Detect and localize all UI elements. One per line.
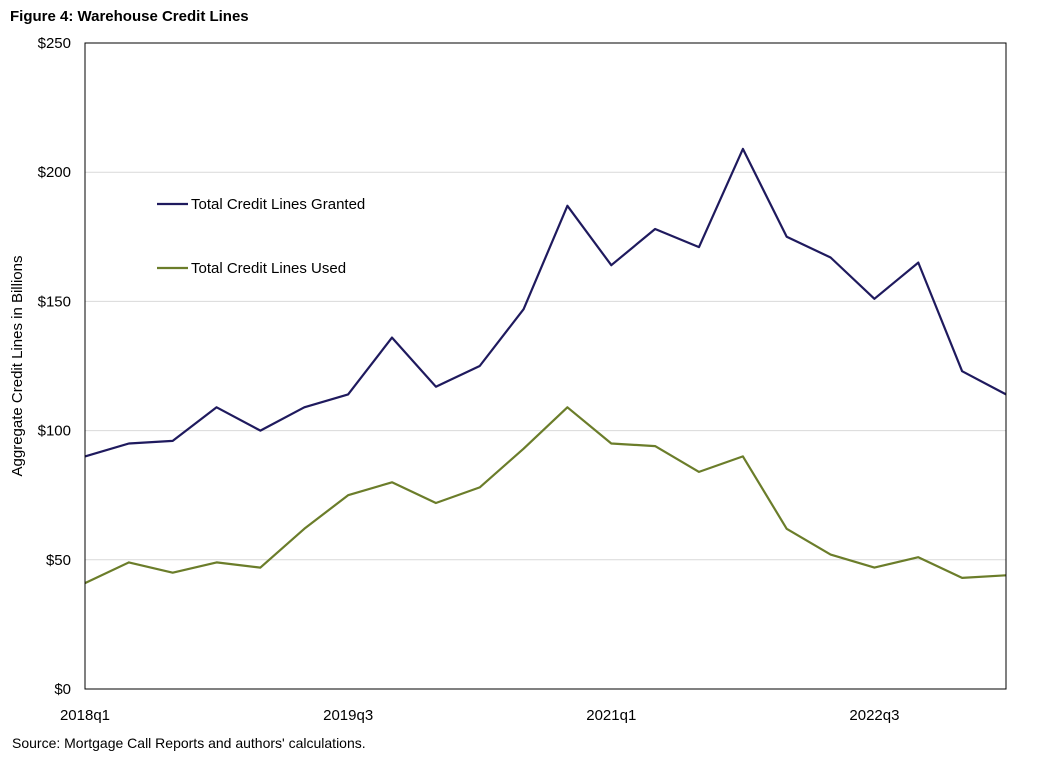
x-tick-labels: 2018q1 2019q3 2021q1 2022q3: [60, 707, 899, 724]
x-tick-label: 2022q3: [849, 707, 899, 724]
x-tick-label: 2019q3: [323, 707, 373, 724]
y-tick-label: $100: [38, 423, 71, 440]
y-tick-label: $0: [54, 681, 71, 698]
x-tick-label: 2018q1: [60, 707, 110, 724]
y-tick-label: $200: [38, 164, 71, 181]
gridlines: [85, 171, 1006, 561]
legend: Total Credit Lines Granted Total Credit L…: [157, 196, 365, 277]
plot-frame: [84, 42, 1007, 690]
series-line-used: [84, 406, 1007, 585]
y-tick-labels: $0 $50 $100 $150 $200 $250: [38, 35, 71, 698]
y-tick-label: $250: [38, 35, 71, 52]
legend-label: Total Credit Lines Used: [191, 260, 346, 277]
series-lines: [84, 147, 1007, 585]
source-note: Source: Mortgage Call Reports and author…: [12, 735, 366, 751]
x-tick-label: 2021q1: [586, 707, 636, 724]
y-axis-label: Aggregate Credit Lines in Billions: [9, 256, 26, 477]
figure-title: Figure 4: Warehouse Credit Lines: [10, 8, 249, 25]
legend-label: Total Credit Lines Granted: [191, 196, 365, 213]
series-line-granted: [84, 147, 1007, 458]
y-tick-label: $50: [46, 552, 71, 569]
y-tick-label: $150: [38, 293, 71, 310]
